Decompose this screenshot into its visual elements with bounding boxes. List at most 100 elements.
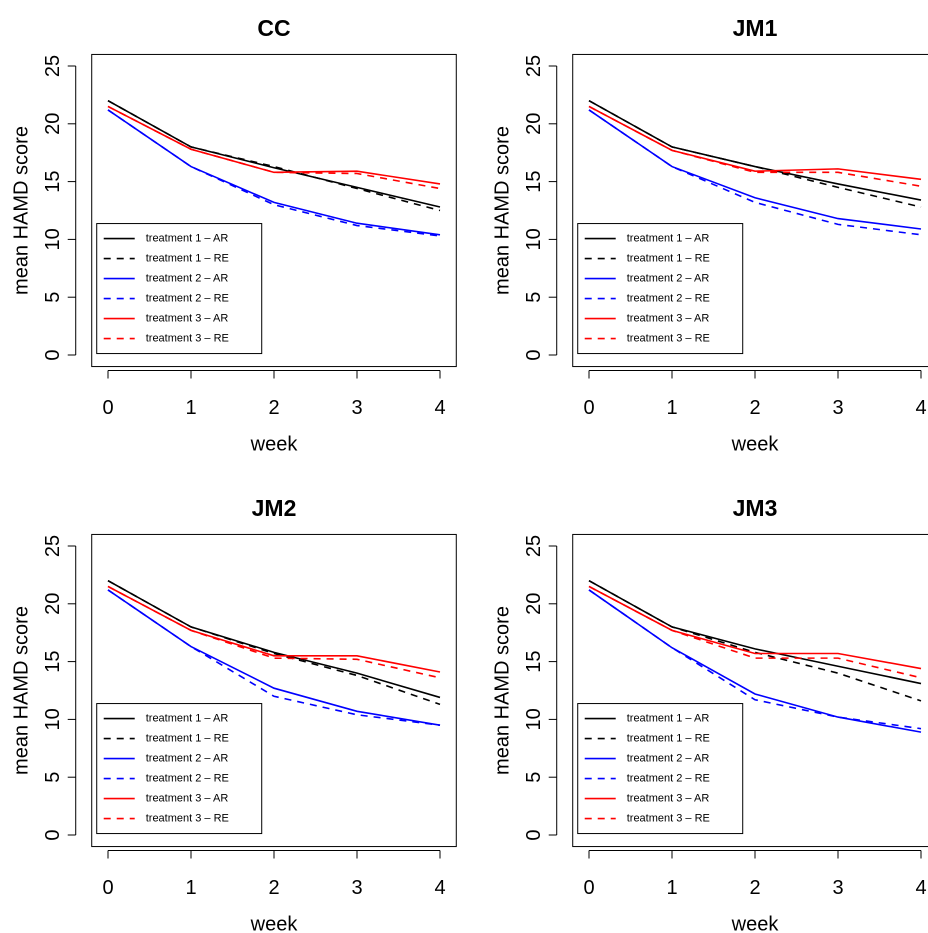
y-tick-label: 25 (523, 55, 545, 77)
series-line (107, 579, 441, 699)
legend-label: treatment 3 – RE (627, 812, 710, 824)
y-axis-label: mean HAMD score (10, 126, 32, 295)
x-tick-label: 1 (666, 397, 677, 419)
x-tick-label: 3 (351, 397, 362, 419)
legend-label: treatment 1 – AR (146, 712, 229, 724)
x-axis-label: week (250, 913, 299, 933)
y-tick-label: 20 (42, 113, 64, 135)
y-axis-label: mean HAMD score (10, 606, 32, 775)
x-tick-label: 2 (268, 397, 279, 419)
legend-label: treatment 2 – AR (146, 272, 229, 284)
series-line (588, 99, 922, 201)
y-tick-label: 5 (42, 292, 64, 303)
legend-label: treatment 2 – RE (627, 292, 710, 304)
y-tick-label: 20 (42, 593, 64, 615)
y-tick-label: 0 (523, 349, 545, 360)
x-axis-label: week (250, 433, 299, 455)
y-tick-label: 15 (42, 650, 64, 672)
plot-box (572, 53, 928, 368)
series-line (588, 105, 922, 188)
legend-box (96, 223, 263, 355)
series-line (107, 579, 441, 706)
plot-box (91, 53, 457, 368)
y-axis-label: mean HAMD score (491, 606, 513, 775)
legend-label: treatment 3 – AR (627, 792, 710, 804)
series-line (588, 105, 922, 181)
legend-label: treatment 1 – RE (627, 252, 710, 264)
x-axis-label: week (731, 433, 780, 455)
x-tick-label: 0 (583, 397, 594, 419)
series-line (107, 589, 441, 726)
y-axis-label: mean HAMD score (491, 126, 513, 295)
series-line (588, 585, 922, 670)
series-line (588, 589, 922, 730)
series-line (107, 105, 441, 185)
x-tick-label: 2 (749, 877, 760, 899)
plot-box (91, 533, 457, 848)
x-axis-label: week (731, 913, 780, 933)
y-tick-label: 15 (42, 170, 64, 192)
series-line (588, 579, 922, 685)
legend-label: treatment 2 – RE (146, 292, 229, 304)
legend-label: treatment 2 – RE (627, 772, 710, 784)
y-tick-label: 5 (523, 772, 545, 783)
panel-title: JM2 (252, 495, 297, 521)
plot-box (572, 533, 928, 848)
legend-label: treatment 1 – RE (146, 732, 229, 744)
y-tick-label: 25 (523, 535, 545, 557)
x-tick-label: 2 (268, 877, 279, 899)
x-tick-label: 4 (434, 397, 445, 419)
legend-label: treatment 2 – AR (146, 752, 229, 764)
y-tick-label: 25 (42, 55, 64, 77)
y-tick-label: 15 (523, 650, 545, 672)
y-tick-label: 20 (523, 593, 545, 615)
x-tick-label: 4 (434, 877, 445, 899)
panel-title: JM1 (733, 15, 778, 41)
x-tick-label: 1 (185, 397, 196, 419)
series-line (107, 109, 441, 237)
x-tick-label: 3 (832, 877, 843, 899)
series-line (107, 585, 441, 679)
legend-box (577, 223, 744, 355)
y-tick-label: 10 (523, 228, 545, 250)
legend-label: treatment 2 – AR (627, 272, 710, 284)
x-tick-label: 1 (666, 877, 677, 899)
legend-label: treatment 1 – AR (146, 232, 229, 244)
y-tick-label: 10 (42, 228, 64, 250)
legend-label: treatment 2 – RE (146, 772, 229, 784)
y-tick-label: 5 (523, 292, 545, 303)
legend-label: treatment 1 – AR (627, 232, 710, 244)
legend-label: treatment 3 – AR (627, 312, 710, 324)
y-tick-label: 15 (523, 170, 545, 192)
series-line (588, 585, 922, 679)
x-tick-label: 1 (185, 877, 196, 899)
series-line (107, 99, 441, 208)
legend-label: treatment 3 – AR (146, 312, 229, 324)
series-line (107, 585, 441, 673)
x-tick-label: 3 (832, 397, 843, 419)
legend-label: treatment 3 – RE (146, 332, 229, 344)
y-tick-label: 10 (523, 708, 545, 730)
y-tick-label: 5 (42, 772, 64, 783)
y-tick-label: 10 (42, 708, 64, 730)
x-tick-label: 0 (102, 877, 113, 899)
x-tick-label: 3 (351, 877, 362, 899)
x-tick-label: 4 (915, 877, 926, 899)
y-tick-label: 0 (523, 829, 545, 840)
x-tick-label: 2 (749, 397, 760, 419)
panel-title: JM3 (733, 495, 778, 521)
series-line (588, 109, 922, 236)
x-tick-label: 0 (583, 877, 594, 899)
legend-label: treatment 3 – RE (627, 332, 710, 344)
y-tick-label: 0 (42, 349, 64, 360)
legend-label: treatment 2 – AR (627, 752, 710, 764)
series-line (107, 99, 441, 212)
x-tick-label: 0 (102, 397, 113, 419)
x-tick-label: 4 (915, 397, 926, 419)
series-line (588, 579, 922, 702)
legend-box (96, 703, 263, 835)
y-tick-label: 25 (42, 535, 64, 557)
legend-label: treatment 3 – AR (146, 792, 229, 804)
legend-label: treatment 3 – RE (146, 812, 229, 824)
